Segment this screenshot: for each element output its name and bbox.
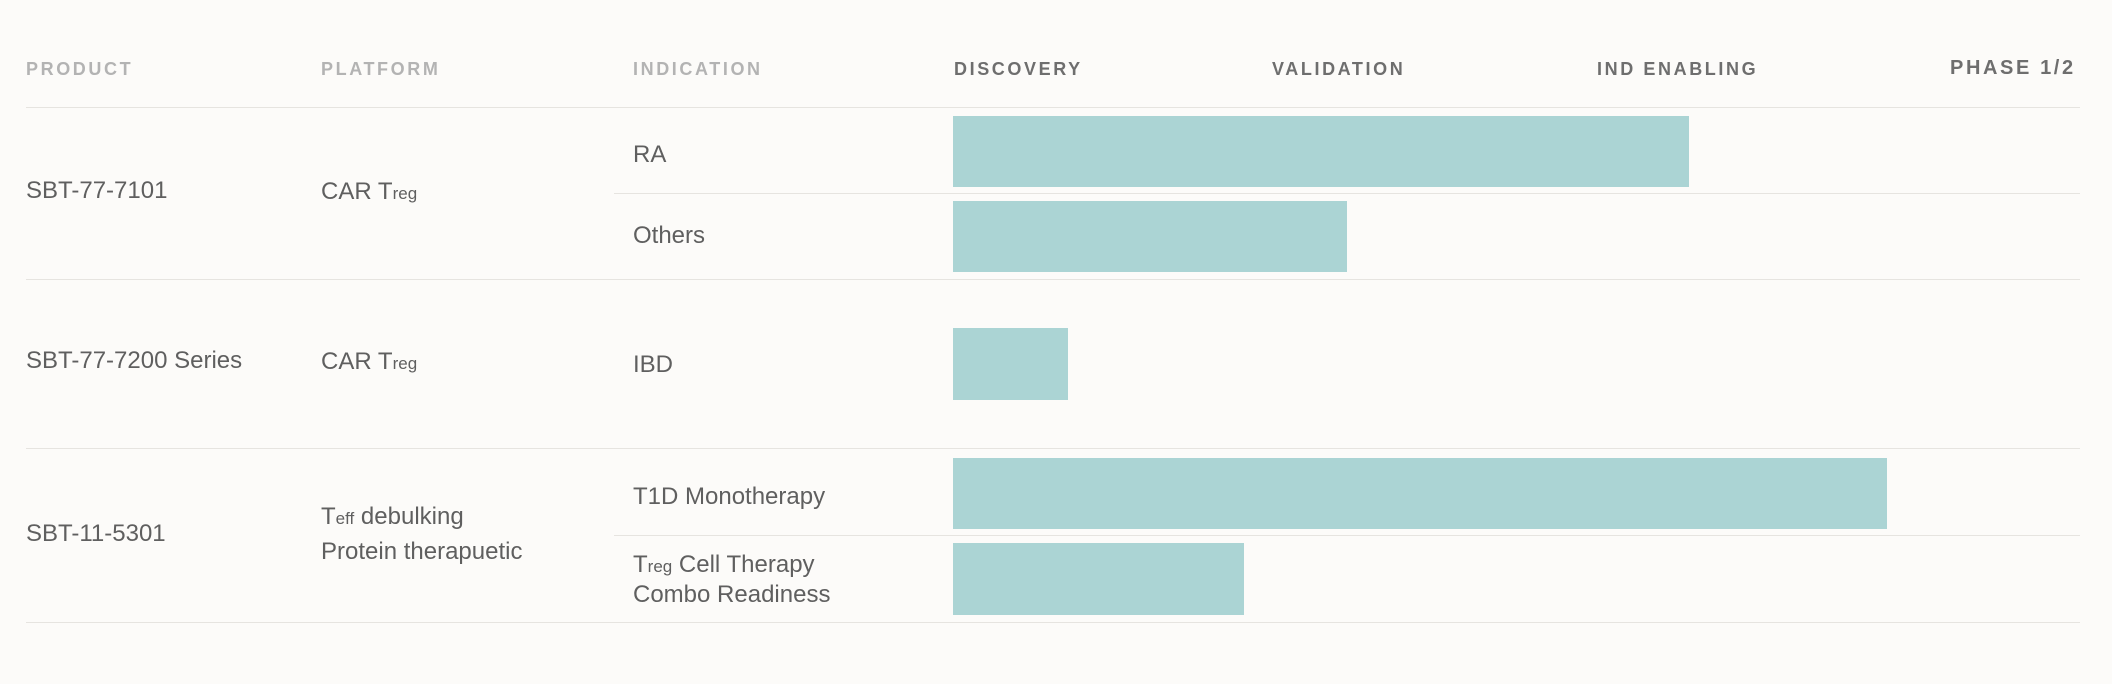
indication-t1d-monotherapy: T1D Monotherapy bbox=[633, 482, 825, 512]
header-phase12: PHASE 1/2 bbox=[1950, 57, 2076, 79]
indication-treg-cell-therapy: Treg Cell Therapy bbox=[633, 550, 815, 582]
product-sbt-77-7200-series: SBT-77-7200 Series bbox=[26, 346, 242, 376]
row1-divider bbox=[26, 279, 2080, 280]
bar-ra bbox=[953, 116, 1689, 187]
header-platform: PLATFORM bbox=[321, 58, 440, 80]
row3-subdivider bbox=[614, 535, 2080, 536]
indication-ibd: IBD bbox=[633, 350, 673, 380]
row1-subdivider bbox=[614, 193, 2080, 194]
product-sbt-11-5301: SBT-11-5301 bbox=[26, 519, 166, 549]
bar-t1d-monotherapy bbox=[953, 458, 1887, 529]
indication-ra: RA bbox=[633, 140, 666, 170]
indication-combo-readiness: Combo Readiness bbox=[633, 580, 830, 610]
header-validation: VALIDATION bbox=[1272, 58, 1405, 80]
row3-divider bbox=[26, 622, 2080, 623]
bar-treg-cell-therapy bbox=[953, 543, 1244, 615]
bar-ibd bbox=[953, 328, 1068, 400]
row2-divider bbox=[26, 448, 2080, 449]
platform-teff-debulking: Teff debulking bbox=[321, 502, 464, 534]
header-discovery: DISCOVERY bbox=[954, 58, 1083, 80]
product-sbt-77-7101: SBT-77-7101 bbox=[26, 176, 167, 206]
platform-protein-therapeutic: Protein therapuetic bbox=[321, 537, 522, 567]
header-product: PRODUCT bbox=[26, 58, 133, 80]
header-ind-enabling: IND ENABLING bbox=[1597, 58, 1758, 80]
header-divider bbox=[26, 107, 2080, 108]
indication-others: Others bbox=[633, 221, 705, 251]
platform-car-treg-1: CAR Treg bbox=[321, 177, 417, 209]
platform-car-treg-2: CAR Treg bbox=[321, 347, 417, 379]
header-indication: INDICATION bbox=[633, 58, 763, 80]
bar-others bbox=[953, 201, 1347, 272]
